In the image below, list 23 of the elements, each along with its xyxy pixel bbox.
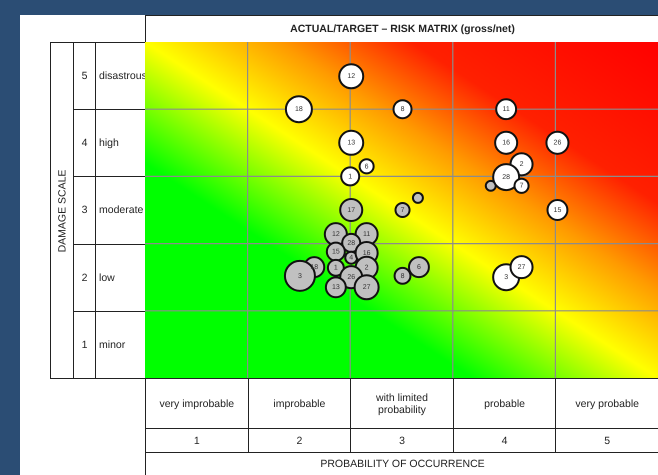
- x-tick-label: 4: [452, 428, 556, 453]
- x-tick-label: 1: [145, 428, 249, 453]
- text: very improbable: [145, 378, 249, 429]
- text: with limited probability: [350, 378, 454, 429]
- annotation: disastrous: [95, 42, 147, 110]
- chart-title: ACTUAL/TARGET – RISK MATRIX (gross/net): [290, 23, 515, 35]
- x-tick-label: 5: [555, 428, 658, 453]
- x-tick-label: 3: [350, 428, 454, 453]
- x-axis-title: PROBABILITY OF OCCURRENCE: [145, 452, 658, 475]
- y-axis-title: DAMAGE SCALE: [56, 169, 68, 252]
- x-tick-label: 2: [248, 428, 352, 453]
- y-tick-label: 1: [73, 310, 96, 379]
- text: improbable: [248, 378, 352, 429]
- y-tick-label: 5: [73, 42, 96, 110]
- text: very probable: [555, 378, 658, 429]
- text: minor: [95, 310, 146, 379]
- y-tick-label: 3: [73, 176, 96, 245]
- text: probable: [452, 378, 556, 429]
- text: high: [95, 109, 146, 178]
- text: moderate: [95, 176, 146, 245]
- text: low: [95, 244, 146, 312]
- y-tick-label: 2: [73, 244, 96, 312]
- y-tick-label: 4: [73, 109, 96, 178]
